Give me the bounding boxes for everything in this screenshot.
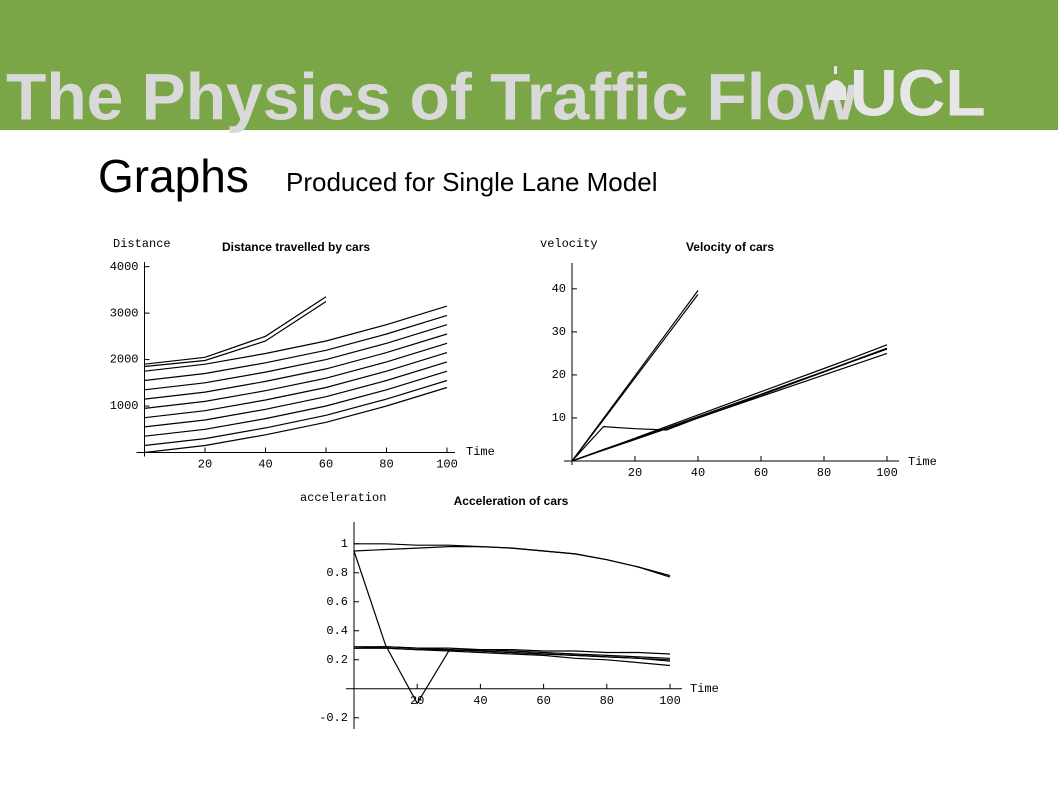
series-line	[571, 352, 888, 462]
x-tick-label: 60	[536, 694, 550, 708]
heading-title: Graphs	[98, 150, 249, 202]
y-tick-label: 0.6	[326, 595, 348, 609]
y-tick-label: 3000	[110, 306, 139, 320]
y-tick-label: 20	[552, 368, 566, 382]
x-axis-label: Time	[908, 455, 937, 469]
y-tick-label: 0.4	[326, 624, 348, 638]
series-line	[571, 344, 888, 462]
y-tick-label: 4000	[110, 260, 139, 274]
series-line	[144, 296, 327, 365]
x-tick-label: 100	[659, 694, 681, 708]
series-line	[144, 361, 448, 428]
y-tick-label: 1000	[110, 399, 139, 413]
x-tick-label: 20	[198, 458, 212, 472]
series-line	[144, 352, 448, 419]
logo-dome	[826, 66, 846, 100]
y-axis-label: velocity	[540, 237, 598, 251]
y-tick-label: 2000	[110, 353, 139, 367]
logo: UCL	[850, 55, 986, 129]
series-line	[144, 333, 448, 400]
series-line	[144, 300, 327, 368]
series-line	[571, 294, 699, 462]
header-band	[0, 0, 1058, 130]
x-tick-label: 60	[754, 466, 768, 480]
x-tick-label: 80	[600, 694, 614, 708]
series-line	[144, 305, 448, 372]
y-axis-label: Distance	[113, 237, 171, 251]
y-tick-label: 1	[341, 537, 348, 551]
y-tick-label: 0.8	[326, 566, 348, 580]
x-tick-label: 40	[691, 466, 705, 480]
y-tick-label: -0.2	[319, 711, 348, 725]
x-tick-label: 60	[319, 458, 333, 472]
y-axis-label: acceleration	[300, 491, 386, 505]
x-tick-label: 100	[876, 466, 898, 480]
y-tick-label: 0.2	[326, 653, 348, 667]
series-line	[144, 342, 448, 409]
chart-title: Distance travelled by cars	[222, 240, 370, 254]
x-tick-label: 40	[473, 694, 487, 708]
x-tick-label: 100	[436, 458, 458, 472]
series-line	[144, 314, 448, 382]
series-line	[144, 324, 448, 391]
series-line	[354, 647, 671, 662]
chart-title: Velocity of cars	[686, 240, 774, 254]
chart-title: Acceleration of cars	[454, 494, 569, 508]
x-tick-label: 40	[258, 458, 272, 472]
x-tick-label: 20	[628, 466, 642, 480]
y-tick-label: 10	[552, 411, 566, 425]
x-tick-label: 80	[379, 458, 393, 472]
x-tick-label: 80	[817, 466, 831, 480]
series-line	[144, 379, 448, 447]
y-tick-label: 40	[552, 282, 566, 296]
series-line	[144, 370, 448, 437]
x-axis-label: Time	[690, 682, 719, 696]
series-line	[144, 386, 448, 454]
x-axis-label: Time	[466, 445, 495, 459]
series-line	[353, 546, 671, 578]
y-tick-label: 30	[552, 325, 566, 339]
header-title: The Physics of Traffic Flow	[6, 59, 858, 133]
series-line	[353, 550, 671, 705]
heading-subtitle: Produced for Single Lane Model	[286, 167, 657, 197]
